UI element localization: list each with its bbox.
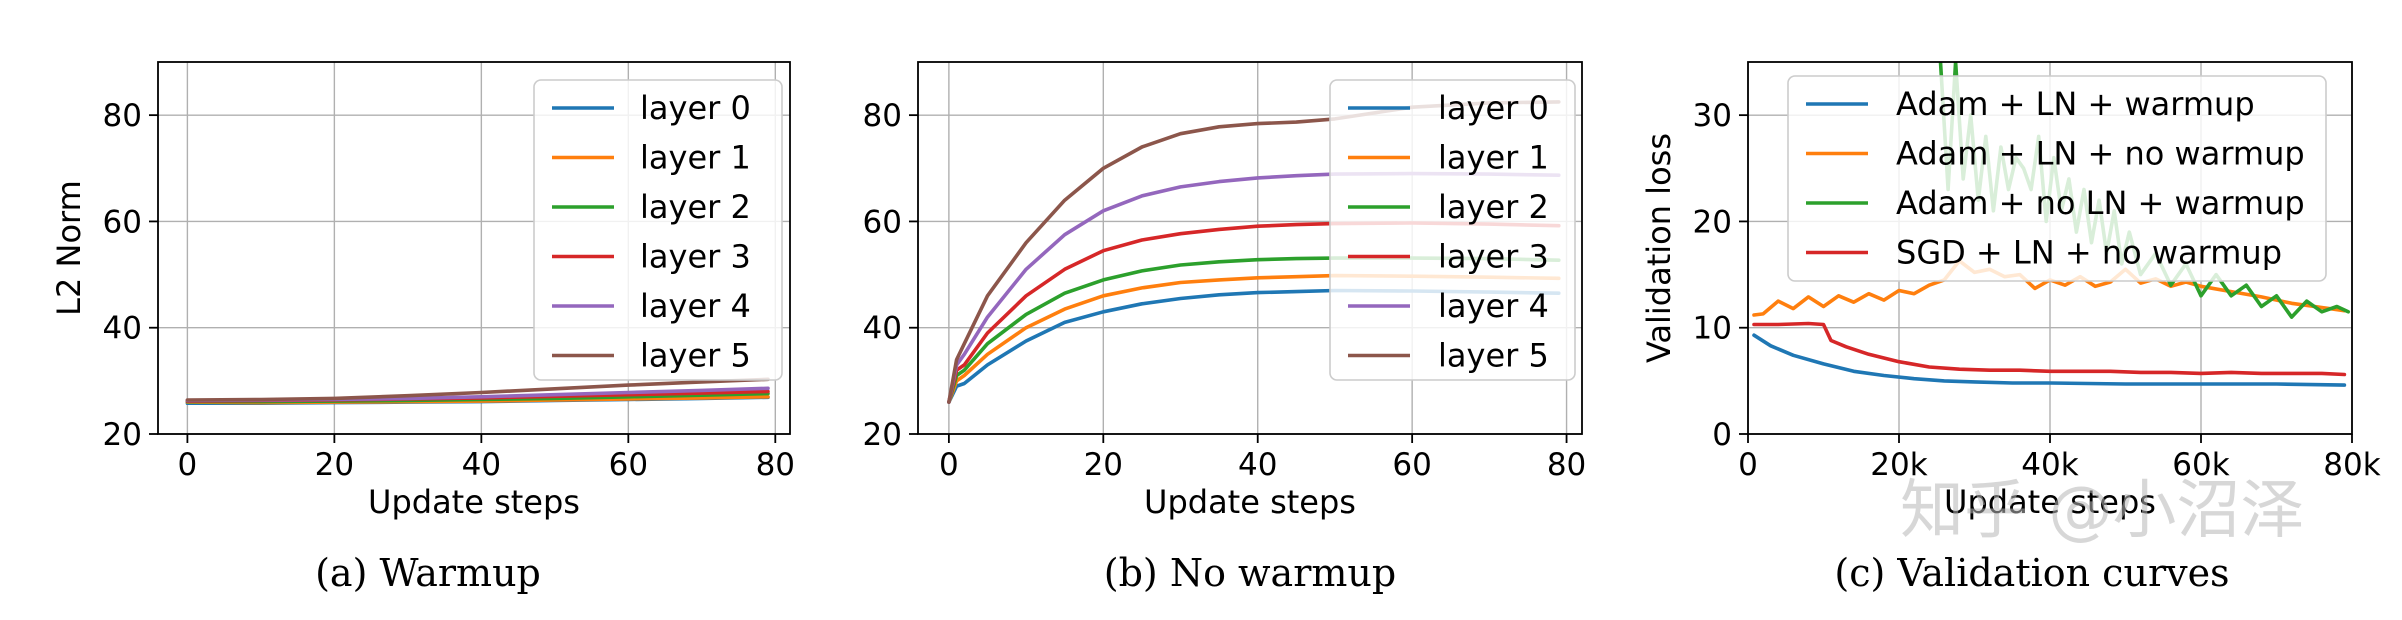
x-tick-label-4: 80k <box>2323 447 2380 483</box>
panel-caption: (b) No warmup <box>1104 551 1396 595</box>
legend-label-2: layer 2 <box>1438 188 1549 226</box>
series-line-5 <box>185 377 770 402</box>
plot-frame <box>917 61 1583 435</box>
y-tick-label-2: 60 <box>103 204 142 240</box>
x-tick-label-3: 60k <box>2172 447 2229 483</box>
legend-label-0: layer 0 <box>640 89 751 127</box>
y-axis-title: L2 Norm <box>50 180 88 316</box>
y-tick-label-1: 40 <box>863 311 902 347</box>
x-tick-label-0: 0 <box>939 447 959 483</box>
legend-label-0: layer 0 <box>1438 89 1549 127</box>
y-tick-label-0: 20 <box>863 417 902 453</box>
legend-label-3: SGD + LN + no warmup <box>1896 234 2282 272</box>
x-tick-label-1: 20 <box>315 447 354 483</box>
legend: layer 0 layer 1 layer 2 layer 3 layer 4 layer… <box>533 79 783 381</box>
x-axis-title: Update steps <box>368 483 580 521</box>
y-tick-label-3: 80 <box>103 98 142 134</box>
legend-label-1: Adam + LN + no warmup <box>1896 135 2305 173</box>
legend-label-0: Adam + LN + warmup <box>1896 85 2255 123</box>
x-tick-label-4: 80 <box>1547 447 1586 483</box>
y-tick-label-1: 40 <box>103 311 142 347</box>
chart-panel-2: 0 20k 40k 60k 80k 0 10 20 30 Update steps Validati… <box>1640 61 2381 595</box>
x-tick-label-1: 20k <box>1870 447 1927 483</box>
watermark: 知乎 @小沼泽 <box>1900 474 2304 548</box>
legend-label-2: layer 2 <box>640 188 751 226</box>
x-tick-label-3: 60 <box>609 447 648 483</box>
series-line-0 <box>1752 333 2347 387</box>
y-tick-label-2: 20 <box>1693 204 1732 240</box>
panel-caption: (a) Warmup <box>315 551 541 595</box>
x-tick-label-4: 80 <box>756 447 795 483</box>
x-tick-label-1: 20 <box>1084 447 1123 483</box>
plot-frame <box>157 61 791 435</box>
y-tick-label-3: 30 <box>1693 98 1732 134</box>
x-axis-title: Update steps <box>1944 483 2156 521</box>
chart-panels: 0 20 40 60 80 20 40 60 80 Update steps L2 Norm laye… <box>50 61 2381 595</box>
x-tick-label-3: 60 <box>1392 447 1431 483</box>
legend-label-2: Adam + no LN + warmup <box>1896 184 2305 222</box>
legend: Adam + LN + warmup Adam + LN + no warmup A… <box>1787 75 2327 282</box>
y-tick-label-0: 20 <box>103 417 142 453</box>
legend-label-1: layer 1 <box>1438 139 1549 177</box>
y-axis-title: Validation loss <box>1640 133 1678 363</box>
legend-label-1: layer 1 <box>640 139 751 177</box>
legend-box <box>1787 75 2327 282</box>
chart-panel-0: 0 20 40 60 80 20 40 60 80 Update steps L2 Norm laye… <box>50 61 795 595</box>
legend-label-4: layer 4 <box>1438 287 1549 325</box>
legend-label-5: layer 5 <box>640 337 751 375</box>
panel-caption: (c) Validation curves <box>1834 551 2229 595</box>
legend: layer 0 layer 1 layer 2 layer 3 layer 4 layer… <box>1329 79 1576 381</box>
series-group <box>185 377 770 406</box>
y-tick-label-1: 10 <box>1693 311 1732 347</box>
series-line-3 <box>1752 321 2347 377</box>
legend-label-5: layer 5 <box>1438 337 1549 375</box>
y-tick-label-0: 0 <box>1712 417 1732 453</box>
y-tick-label-2: 60 <box>863 204 902 240</box>
legend-label-3: layer 3 <box>640 238 751 276</box>
legend-label-4: layer 4 <box>640 287 751 325</box>
x-tick-label-2: 40k <box>2021 447 2078 483</box>
x-tick-label-0: 0 <box>178 447 198 483</box>
x-tick-label-2: 40 <box>1238 447 1277 483</box>
legend-label-3: layer 3 <box>1438 238 1549 276</box>
x-axis-title: Update steps <box>1144 483 1356 521</box>
x-tick-label-0: 0 <box>1738 447 1758 483</box>
y-tick-label-3: 80 <box>863 98 902 134</box>
x-tick-label-2: 40 <box>462 447 501 483</box>
